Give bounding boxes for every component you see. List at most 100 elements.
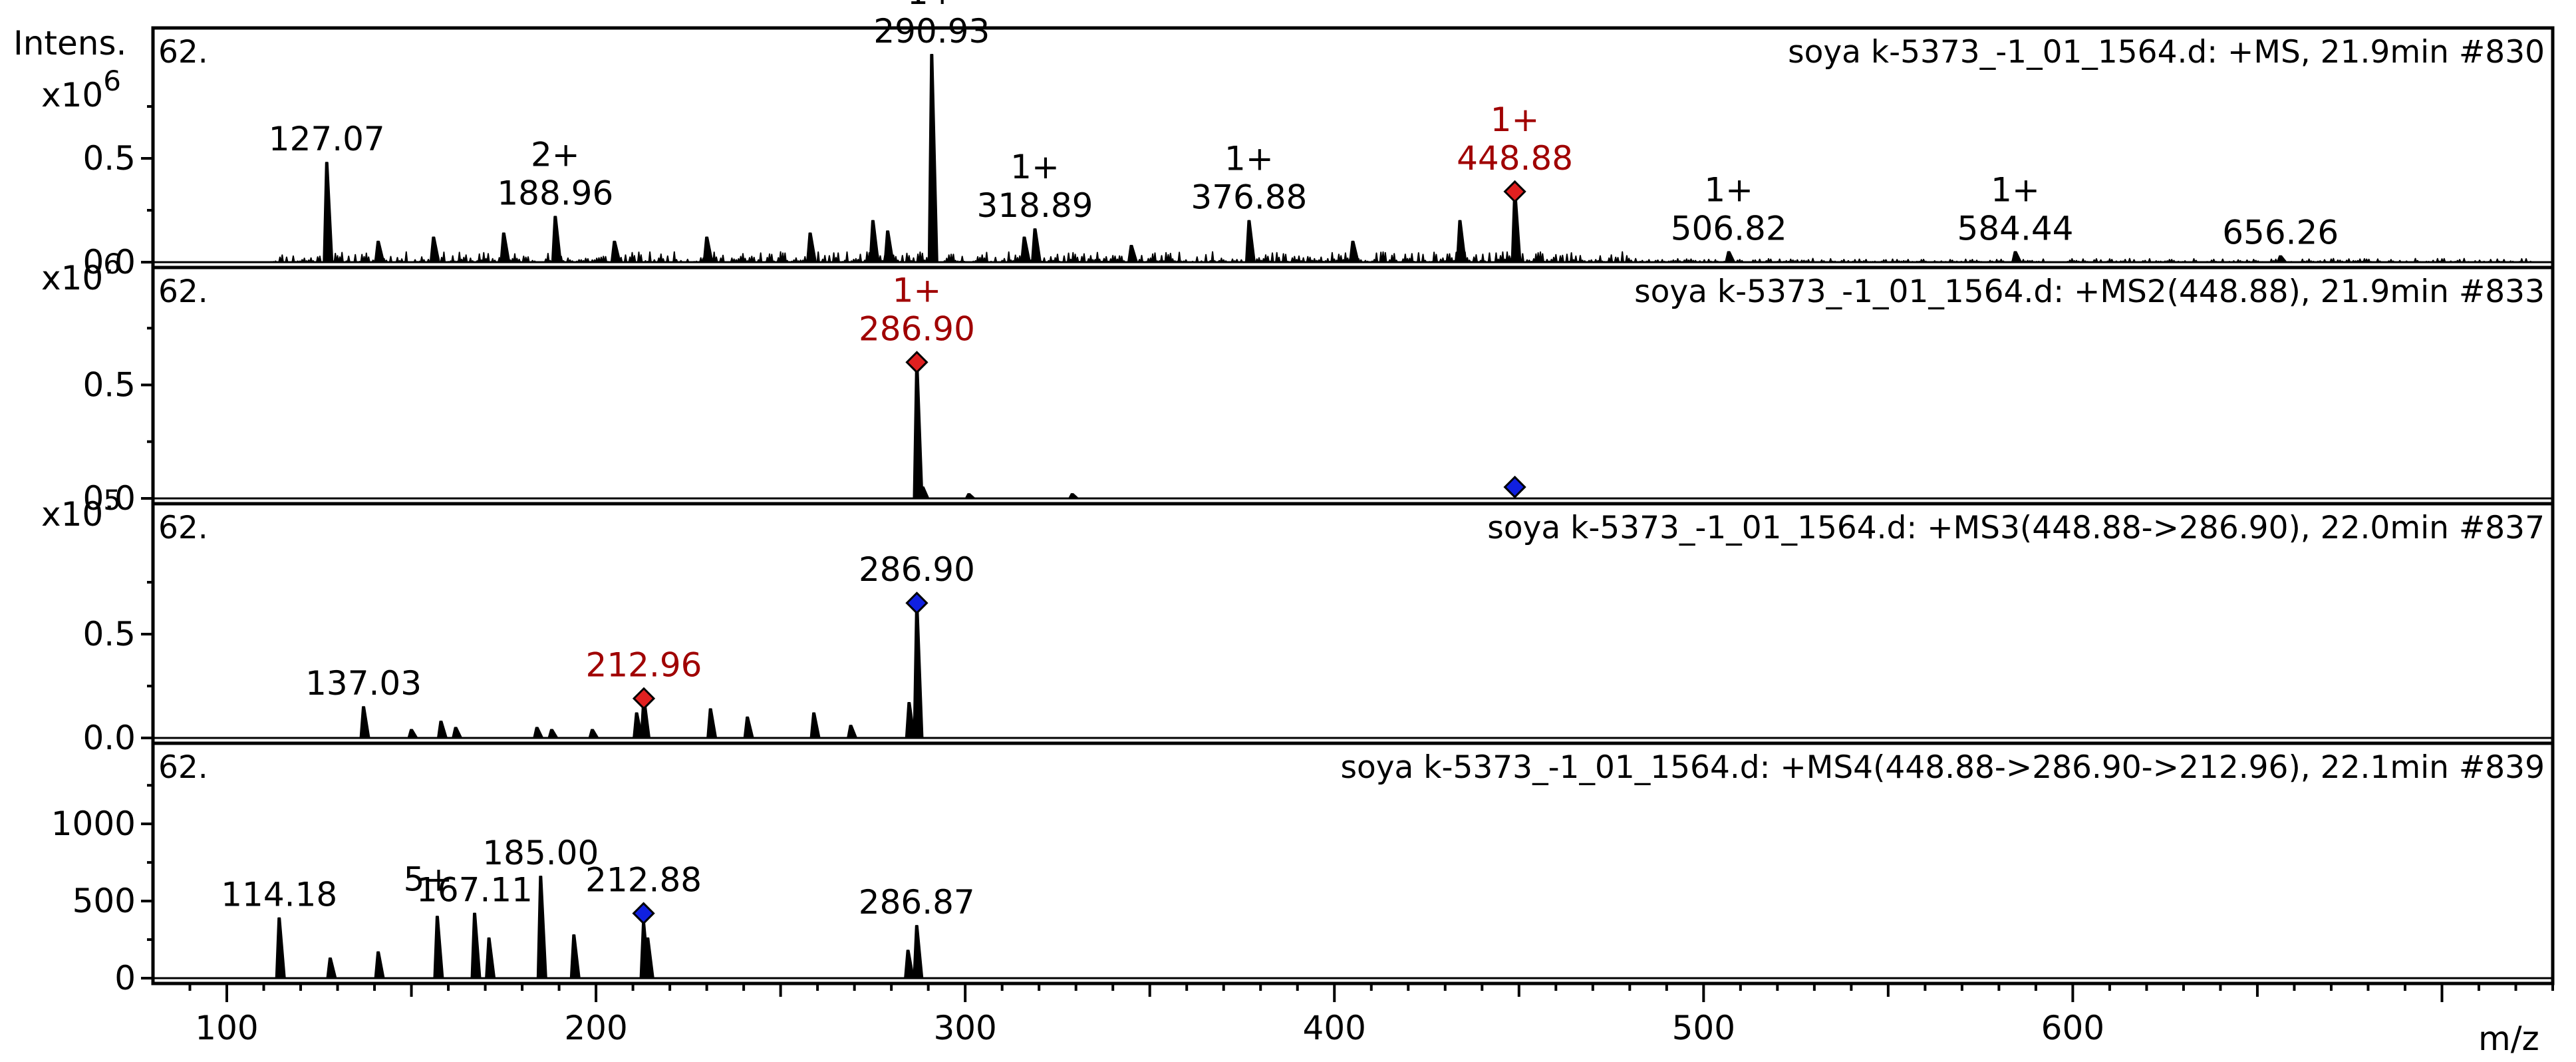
y-tick-label: 0.5 — [82, 139, 136, 178]
peak — [533, 727, 544, 739]
peak — [883, 230, 895, 263]
peak — [633, 712, 644, 739]
peak — [743, 716, 754, 739]
precursor-marker — [1503, 180, 1526, 204]
panel-number: 62. — [158, 273, 208, 310]
peak-label: 376.88 — [1191, 178, 1307, 217]
peak — [429, 236, 440, 263]
peak-charge-label: 1+ — [907, 0, 956, 12]
parent-marker — [905, 592, 929, 615]
peak — [904, 950, 915, 979]
peak — [1510, 190, 1522, 263]
peak — [569, 934, 581, 979]
y-tick-label: 0.0 — [82, 243, 136, 281]
spectrum-panels: 0.0 0.5 x106 62. soya k-5373_-1_01_1564.d: +… — [41, 0, 2555, 997]
peak-label: 318.89 — [977, 186, 1093, 225]
x-tick-label: 400 — [1303, 1009, 1366, 1047]
peak — [359, 706, 370, 739]
peak — [1244, 220, 1256, 263]
peak-label: 137.03 — [305, 664, 422, 703]
peak-charge-label: 1+ — [1704, 170, 1753, 209]
peak-charge-label: 1+ — [1491, 100, 1540, 139]
peak — [326, 957, 337, 979]
peak — [536, 875, 547, 979]
peak-label: 188.96 — [497, 174, 613, 212]
peak — [806, 232, 817, 263]
peak — [374, 951, 385, 979]
panel-ms3: 0.0 0.5 x105 62. soya k-5373_-1_01_1564.d: +… — [41, 484, 2555, 757]
y-tick-label: 500 — [72, 882, 136, 920]
panel-number: 62. — [158, 34, 208, 71]
peak — [452, 727, 463, 739]
peak — [2011, 251, 2023, 263]
x-tick-label: 500 — [1672, 1009, 1735, 1047]
y-axis-title: Intens. — [13, 24, 126, 63]
peak-label: 656.26 — [2222, 214, 2339, 252]
y-exponent-power: 6 — [103, 248, 121, 280]
y-tick-label: 0.5 — [82, 365, 136, 404]
x-tick-label: 200 — [564, 1009, 627, 1047]
peak — [1127, 245, 1138, 263]
x-axis: 100 200 300 400 500 600 — [188, 983, 2554, 1047]
panel-title: soya k-5373_-1_01_1564.d: +MS4(448.88->2… — [1341, 749, 2545, 786]
peak — [1031, 228, 1042, 263]
peak — [643, 937, 654, 979]
peak — [706, 708, 718, 739]
peak — [275, 917, 286, 979]
panel-number: 62. — [158, 510, 208, 546]
peak — [323, 162, 334, 263]
peak-charge-label: 1+ — [1010, 148, 1060, 186]
peak — [913, 361, 924, 499]
peak-label: 114.18 — [221, 876, 337, 914]
x-tick-label: 600 — [2041, 1009, 2104, 1047]
y-exponent-label: x105 — [41, 484, 121, 534]
peak — [436, 721, 448, 739]
peak-charge-label: 1+ — [893, 271, 942, 309]
peak — [610, 240, 621, 263]
peak — [927, 54, 938, 263]
peak — [547, 729, 559, 739]
precursor-marker — [905, 351, 929, 374]
peak — [551, 216, 562, 263]
panel-ms4: 0 500 1000 62. soya k-5373_-1_01_1564.d: +MS… — [51, 741, 2555, 997]
peak-charge-label: 1+ — [1224, 140, 1274, 178]
peak-label: 167.11 — [416, 871, 533, 910]
peak-label: 448.88 — [1457, 139, 1573, 178]
peak — [919, 486, 930, 499]
peak — [847, 725, 858, 739]
panel-number: 62. — [158, 749, 208, 786]
peak-label: 212.96 — [586, 646, 702, 685]
peak — [1455, 220, 1467, 263]
y-tick-label: 0 — [114, 959, 136, 997]
peak — [407, 729, 418, 739]
peak-label: 127.07 — [269, 120, 385, 158]
peak — [1068, 493, 1079, 499]
parent-marker — [1503, 475, 1526, 499]
x-tick-label: 300 — [933, 1009, 996, 1047]
y-tick-label: 0.0 — [82, 719, 136, 757]
peak-charge-label: 2+ — [531, 135, 580, 174]
peak — [913, 925, 924, 979]
peak-label: 506.82 — [1671, 209, 1787, 248]
peak — [588, 729, 599, 739]
peak-label: 212.88 — [585, 861, 702, 900]
peak — [913, 602, 924, 739]
panel-title: soya k-5373_-1_01_1564.d: +MS2(448.88), … — [1634, 273, 2545, 310]
noise-trace — [270, 251, 2534, 263]
peak-label: 286.90 — [859, 550, 975, 589]
peak-label: 286.87 — [859, 883, 975, 922]
y-tick-label: 1000 — [51, 804, 136, 843]
parent-marker — [632, 902, 655, 925]
x-axis-title: m/z — [2478, 1019, 2539, 1058]
y-exponent-power: 5 — [103, 484, 121, 516]
y-exponent-label: x106 — [41, 248, 121, 297]
peak — [485, 937, 496, 979]
panel-title: soya k-5373_-1_01_1564.d: +MS3(448.88->2… — [1487, 510, 2545, 546]
peak — [905, 701, 916, 739]
peak-label: 185.00 — [482, 834, 599, 872]
peak — [470, 912, 482, 979]
peak — [869, 220, 880, 263]
peak — [1725, 251, 1736, 263]
panel-ms1: 0.0 0.5 x106 62. soya k-5373_-1_01_1564.d: +… — [41, 0, 2555, 281]
peak — [702, 236, 714, 263]
